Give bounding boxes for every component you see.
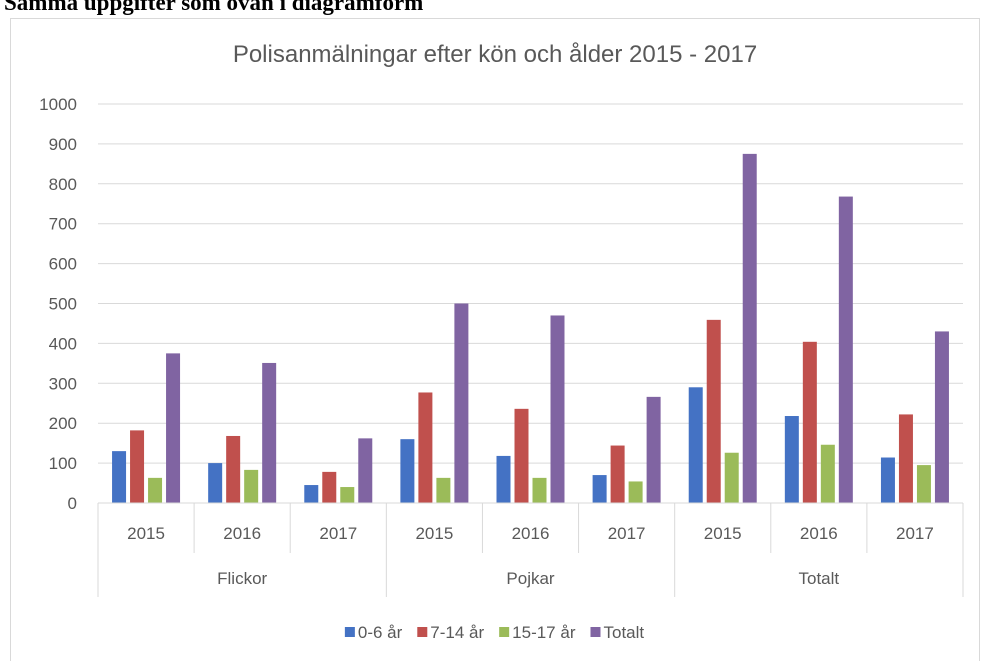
bar xyxy=(646,396,661,503)
bar xyxy=(532,477,547,503)
bar xyxy=(724,452,739,503)
y-tick-label: 900 xyxy=(49,135,77,154)
y-tick-label: 0 xyxy=(68,494,77,513)
y-tick-label: 500 xyxy=(49,295,77,314)
bar xyxy=(304,485,319,503)
bar xyxy=(244,469,259,503)
bar xyxy=(166,353,181,503)
group-label: Totalt xyxy=(799,569,840,588)
bar xyxy=(358,438,373,503)
bar xyxy=(400,439,415,503)
bar xyxy=(610,445,625,503)
bar xyxy=(208,463,223,503)
bar xyxy=(742,153,757,503)
bar xyxy=(706,319,721,503)
x-tick-label: 2016 xyxy=(800,524,838,543)
y-tick-label: 200 xyxy=(49,414,77,433)
legend-label: 7-14 år xyxy=(430,623,484,642)
bar xyxy=(916,465,931,503)
bar xyxy=(898,414,913,503)
chart-border xyxy=(10,18,980,661)
x-tick-label: 2015 xyxy=(415,524,453,543)
bar xyxy=(322,471,337,503)
x-tick-label: 2017 xyxy=(608,524,646,543)
bar xyxy=(934,331,949,503)
legend-swatch xyxy=(499,627,510,637)
bar xyxy=(226,435,241,503)
bar xyxy=(688,387,703,503)
x-tick-label: 2016 xyxy=(512,524,550,543)
bar xyxy=(550,315,565,503)
legend-label: 15-17 år xyxy=(512,623,576,642)
legend-label: Totalt xyxy=(603,623,644,642)
y-tick-label: 600 xyxy=(49,255,77,274)
legend-swatch xyxy=(344,627,355,637)
bar xyxy=(112,451,127,503)
bar xyxy=(130,430,145,503)
bar xyxy=(784,416,799,503)
group-label: Flickor xyxy=(217,569,267,588)
bar xyxy=(802,341,817,503)
y-tick-label: 100 xyxy=(49,454,77,473)
bar xyxy=(820,444,835,503)
bar xyxy=(592,475,607,503)
group-label: Pojkar xyxy=(506,569,555,588)
bar xyxy=(496,455,511,503)
y-tick-label: 300 xyxy=(49,374,77,393)
x-tick-label: 2016 xyxy=(223,524,261,543)
bar xyxy=(262,362,277,503)
x-tick-label: 2017 xyxy=(319,524,357,543)
x-tick-label: 2017 xyxy=(896,524,934,543)
bar xyxy=(340,487,355,503)
y-tick-label: 800 xyxy=(49,175,77,194)
bar xyxy=(418,392,433,503)
bar xyxy=(880,457,895,503)
legend-swatch xyxy=(590,627,601,637)
y-tick-label: 1000 xyxy=(39,95,77,114)
bar xyxy=(454,303,469,503)
heading: Samma uppgifter som ovan i diagramform xyxy=(4,0,423,15)
bar xyxy=(436,477,451,503)
chart-title: Polisanmälningar efter kön och ålder 201… xyxy=(233,41,757,68)
bar xyxy=(148,477,163,503)
x-tick-label: 2015 xyxy=(127,524,165,543)
y-tick-label: 700 xyxy=(49,215,77,234)
legend-swatch xyxy=(417,627,428,637)
bar xyxy=(514,408,529,503)
x-tick-label: 2015 xyxy=(704,524,742,543)
bar xyxy=(838,196,853,503)
y-tick-label: 400 xyxy=(49,334,77,353)
bar xyxy=(628,481,643,503)
legend-label: 0-6 år xyxy=(358,623,403,642)
